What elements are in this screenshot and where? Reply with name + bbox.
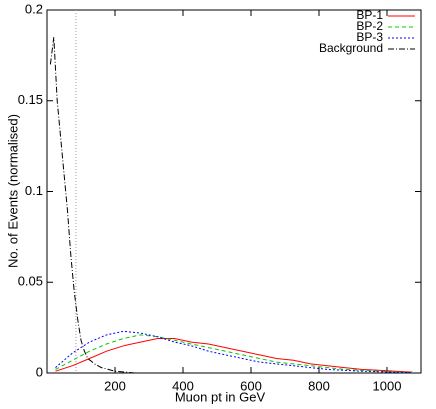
x-tick-label: 1000 [373,378,402,393]
series-line [55,330,413,374]
x-tick-label: 600 [240,378,262,393]
x-axis-label: Muon pt in GeV [175,389,266,404]
legend-label: BP-1 [356,8,383,22]
legend-label: BP-3 [356,30,383,44]
series-line [55,334,413,373]
series-line [55,338,413,373]
plot-frame [46,9,422,374]
y-tick-label: 0.1 [25,183,43,198]
y-tick-label: 0.2 [25,1,43,16]
y-axis-label: No. of Events (normalised) [5,114,20,268]
x-tick-label: 400 [172,378,194,393]
y-tick-label: 0.05 [18,274,43,289]
legend-label: BP-2 [356,19,383,33]
y-tick-label: 0.15 [18,92,43,107]
series-line [49,37,136,374]
x-tick-label: 800 [308,378,330,393]
y-tick-label: 0 [36,364,43,379]
legend-label: Background [319,41,383,55]
x-tick-label: 200 [104,378,126,393]
